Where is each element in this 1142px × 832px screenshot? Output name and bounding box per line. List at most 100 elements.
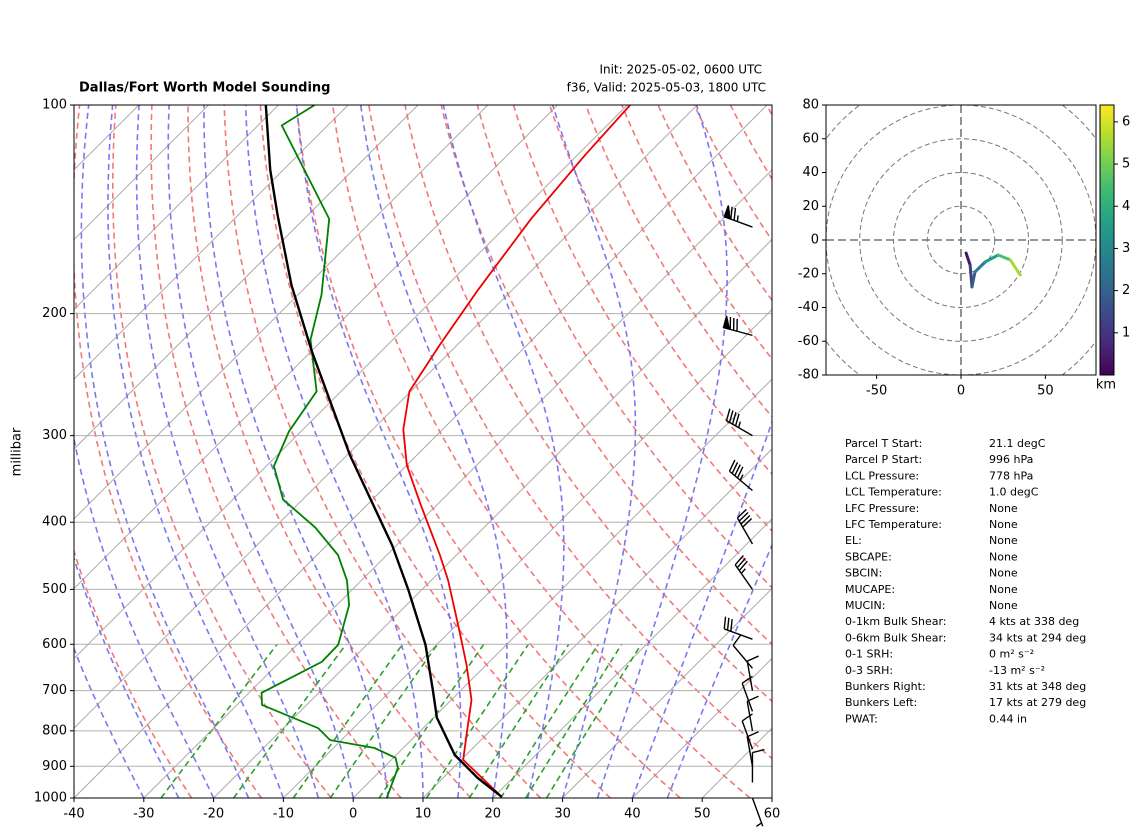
hodograph-segment <box>1008 258 1022 277</box>
x-tick-label: -20 <box>203 807 224 822</box>
wind-barb <box>751 797 764 827</box>
dry-adiabat <box>803 105 1142 798</box>
y-tick-label: 500 <box>42 582 67 597</box>
isotherm <box>632 657 772 798</box>
parameter-label: MUCIN: <box>845 599 885 612</box>
dry-adiabat <box>331 105 751 798</box>
parameter-value: 996 hPa <box>989 453 1033 466</box>
y-tick-label: 800 <box>42 723 67 738</box>
parameter-value: 778 hPa <box>989 469 1033 482</box>
plot-frame <box>73 104 773 799</box>
y-tick-label: 700 <box>42 683 67 698</box>
y-tick-label: 40 <box>802 165 819 180</box>
mixing-ratio-line <box>425 643 530 798</box>
plot-frame <box>825 104 1097 376</box>
y-tick-label: 100 <box>42 98 67 113</box>
y-tick-label: -20 <box>798 266 819 281</box>
x-tick-label: -40 <box>63 807 84 822</box>
wind-barb <box>746 731 759 767</box>
wind-barb <box>736 508 754 545</box>
moist-adiabat <box>135 105 320 798</box>
isotherm <box>74 105 279 311</box>
hodograph-segment <box>996 253 1012 262</box>
parameter-label: Bunkers Left: <box>845 696 917 709</box>
parameter-value: 34 kts at 294 deg <box>989 631 1086 644</box>
x-tick-label: 50 <box>694 807 711 822</box>
parameter-value: 21.1 degC <box>989 437 1046 450</box>
isotherm <box>422 448 772 798</box>
isotherm <box>562 587 772 798</box>
y-axis-label: millibar <box>10 427 25 476</box>
parameter-label: Parcel T Start: <box>845 437 922 450</box>
isotherm <box>74 105 489 520</box>
isotherm <box>771 797 772 798</box>
colorbar-tick-label: 2 <box>1122 283 1130 298</box>
dry-adiabat <box>729 105 772 181</box>
wind-barb <box>723 205 753 228</box>
parameter-label: 0-3 SRH: <box>845 664 893 677</box>
y-tick-label: 300 <box>42 428 67 443</box>
dry-adiabat <box>187 105 472 798</box>
moist-adiabat <box>666 543 772 798</box>
parameter-label: 0-1 SRH: <box>845 648 893 661</box>
y-tick-label: 400 <box>42 515 67 530</box>
moist-adiabat <box>167 105 354 798</box>
dry-adiabat <box>259 105 611 798</box>
parameter-label: MUCAPE: <box>845 583 895 596</box>
hodograph-segment <box>983 253 1000 264</box>
isotherm <box>74 105 209 241</box>
dry-adiabat <box>295 105 681 798</box>
wind-barb <box>723 616 753 640</box>
isotherm <box>492 518 772 798</box>
moist-adiabat <box>551 105 637 798</box>
valid-time: f36, Valid: 2025-05-03, 1800 UTC <box>567 81 766 95</box>
parameter-value: None <box>989 599 1018 612</box>
colorbar-tick-label: 1 <box>1122 325 1130 340</box>
hodograph-segment <box>973 260 987 274</box>
wind-barb <box>725 408 753 437</box>
moist-adiabat <box>80 105 250 798</box>
moist-adiabat <box>203 105 389 798</box>
wind-barb <box>741 675 754 712</box>
parameter-label: EL: <box>845 534 862 547</box>
parameter-label: LCL Pressure: <box>845 469 919 482</box>
dry-adiabat <box>112 105 332 798</box>
parameter-table: Parcel T Start: 21.1 degC Parcel P Start: 9… <box>845 437 1086 725</box>
dry-adiabat <box>368 105 772 760</box>
x-tick-label: 20 <box>485 807 502 822</box>
colorbar-tick-label: 6 <box>1122 114 1130 129</box>
dry-adiabat <box>693 105 772 242</box>
x-tick-label: 30 <box>554 807 571 822</box>
chart-title: Dallas/Fort Worth Model Sounding <box>79 81 330 96</box>
dry-adiabat <box>74 105 263 798</box>
parameter-value: None <box>989 567 1018 580</box>
isotherm <box>701 727 772 798</box>
parameter-label: 0-1km Bulk Shear: <box>845 615 947 628</box>
profile-line <box>260 105 399 798</box>
parameter-value: -13 m² s⁻² <box>989 664 1045 677</box>
dry-adiabat <box>150 105 402 798</box>
parameter-value: 17 kts at 279 deg <box>989 696 1086 709</box>
moist-adiabat <box>631 419 772 798</box>
parameter-label: Parcel P Start: <box>845 453 922 466</box>
y-tick-label: 0 <box>811 233 819 248</box>
dry-adiabat <box>440 105 772 646</box>
parameter-value: None <box>989 534 1018 547</box>
y-tick-label: 600 <box>42 637 67 652</box>
isotherm <box>74 105 419 450</box>
isotherm <box>352 378 772 798</box>
x-tick-label: -10 <box>273 807 294 822</box>
colorbar-tick-label: 3 <box>1122 241 1130 256</box>
wind-barb <box>728 459 753 492</box>
x-tick-label: 10 <box>415 807 432 822</box>
background-lines <box>74 105 1142 798</box>
dry-adiabat <box>657 105 772 302</box>
dry-adiabat <box>74 548 193 798</box>
parameter-value: None <box>989 583 1018 596</box>
parameter-value: 0 m² s⁻² <box>989 648 1034 661</box>
parameter-label: LFC Pressure: <box>845 502 919 515</box>
y-tick-label: -60 <box>798 334 819 349</box>
hodograph-rings <box>826 105 1096 375</box>
moist-adiabat <box>74 646 145 798</box>
